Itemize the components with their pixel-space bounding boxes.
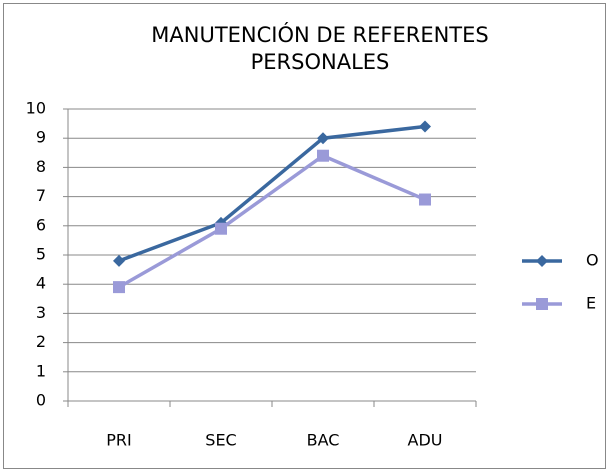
data-point [113, 254, 125, 267]
data-point [419, 193, 431, 206]
legend-label: E [586, 294, 596, 313]
x-tick-label: PRI [106, 431, 131, 450]
y-tick-label: 0 [36, 391, 46, 410]
data-point [317, 132, 329, 145]
y-tick-label: 8 [36, 157, 46, 176]
chart-title: MANUTENCIÓN DE REFERENTES PERSONALES [151, 23, 489, 74]
x-tick-label: ADU [408, 431, 443, 450]
data-point [419, 120, 431, 133]
y-tick-label: 2 [36, 332, 46, 351]
data-point [215, 222, 227, 235]
y-tick-label: 3 [36, 303, 46, 322]
y-tick-label: 4 [36, 274, 46, 293]
legend-marker [536, 255, 548, 267]
data-point [317, 149, 329, 162]
series-line [118, 124, 426, 263]
y-tick-label: 5 [36, 245, 46, 264]
x-tick-label: BAC [307, 431, 340, 450]
y-tick-label: 6 [36, 215, 46, 234]
chart-border [3, 3, 606, 469]
legend-label: O [586, 251, 599, 270]
x-tick-label: SEC [205, 431, 236, 450]
data-point [113, 281, 125, 294]
y-tick-label: 7 [36, 186, 46, 205]
y-tick-label: 10 [26, 99, 46, 118]
legend-marker [536, 298, 548, 310]
series-line [118, 153, 426, 289]
y-tick-label: 1 [36, 361, 46, 380]
y-tick-label: 9 [36, 128, 46, 147]
